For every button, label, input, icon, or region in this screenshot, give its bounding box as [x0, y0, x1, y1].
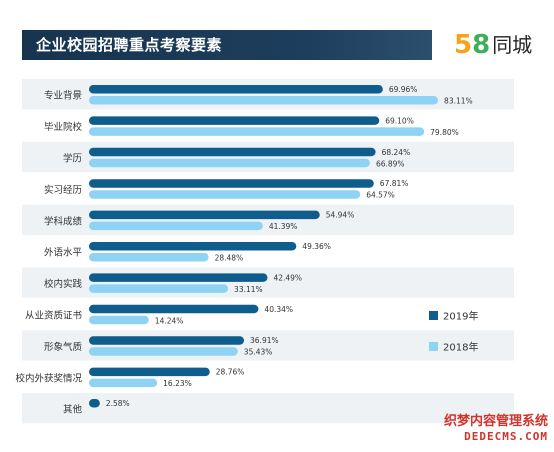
data-label-2018: 33.11% [234, 285, 263, 294]
bar-2019 [89, 367, 210, 377]
category-label: 其他 [63, 404, 83, 416]
chart-header: 企业校园招聘重点考察要素 58 同城 [0, 0, 554, 72]
logo-digit-8: 8 [472, 30, 491, 60]
data-label-2019: 2.58% [106, 399, 130, 408]
data-label-2018: 14.24% [155, 316, 184, 325]
row-band [22, 267, 514, 298]
data-label-2018: 66.89% [376, 159, 405, 168]
bar-2019 [89, 210, 320, 220]
bar-2018 [89, 190, 361, 199]
legend-swatch-2019 [429, 311, 438, 320]
data-label-2019: 28.76% [216, 368, 245, 377]
legend-label-2018: 2018年 [443, 341, 478, 354]
bar-2019 [89, 242, 297, 251]
brand-logo: 58 同城 [454, 30, 532, 60]
data-label-2018: 16.23% [163, 379, 192, 388]
logo-digit-5: 5 [454, 30, 473, 60]
legend-swatch-2018 [429, 342, 438, 351]
data-label-2019: 49.36% [302, 242, 331, 251]
bar-2019 [89, 336, 245, 345]
logo-number: 58 [454, 30, 490, 60]
category-label: 校内外获奖情况 [15, 372, 82, 384]
bar-2019 [89, 116, 380, 125]
category-label: 实习经历 [44, 184, 82, 196]
legend-label-2019: 2019年 [443, 310, 478, 323]
bar-2018 [89, 221, 263, 231]
row-band [22, 79, 514, 110]
category-label: 专业背景 [44, 90, 82, 102]
chart-title: 企业校园招聘重点考察要素 [36, 36, 223, 54]
bar-2018 [89, 253, 209, 262]
data-label-2019: 42.49% [273, 273, 302, 282]
bar-2018 [89, 347, 238, 356]
data-label-2018: 79.80% [430, 128, 459, 137]
watermark-text-cn: 织梦内容管理系统 [443, 414, 548, 429]
bar-2018 [89, 378, 158, 388]
category-label: 毕业院校 [44, 121, 83, 133]
data-label-2019: 68.24% [382, 148, 411, 157]
bar-2019 [89, 179, 374, 188]
bar-2018 [89, 127, 425, 136]
data-label-2019: 69.96% [389, 85, 418, 94]
bar-2019 [89, 85, 383, 94]
data-label-2019: 54.94% [326, 211, 355, 220]
watermark-text-en: DEDECMS.COM [464, 430, 548, 443]
row-band [22, 141, 514, 173]
data-label-2019: 69.10% [385, 116, 414, 125]
category-label: 外语水平 [44, 247, 83, 259]
bar-2018 [89, 284, 229, 293]
bar-2018 [89, 158, 370, 168]
data-label-2019: 36.91% [250, 336, 279, 345]
category-label: 学历 [63, 153, 82, 165]
data-label-2019: 40.34% [264, 305, 293, 314]
category-label: 学科成绩 [44, 215, 83, 227]
logo-text: 同城 [492, 33, 533, 57]
bar-2018 [89, 96, 439, 105]
data-label-2018: 64.57% [366, 191, 395, 200]
data-label-2018: 28.48% [215, 254, 244, 263]
data-label-2018: 41.39% [269, 222, 298, 231]
bar-2018 [89, 315, 149, 325]
watermark: 织梦内容管理系统 DEDECMS.COM [444, 414, 548, 444]
data-label-2019: 67.81% [380, 179, 409, 188]
category-label: 校内实践 [44, 278, 83, 290]
bar-2019 [89, 273, 268, 282]
data-label-2018: 83.11% [444, 97, 473, 106]
bar-2019 [89, 147, 376, 157]
title-bar [22, 30, 432, 60]
category-label: 从业资质证书 [25, 310, 83, 322]
bar-2019 [89, 399, 100, 408]
bar-2019 [89, 304, 259, 314]
row-band [22, 393, 514, 424]
category-label: 形象气质 [44, 341, 83, 353]
data-label-2018: 35.43% [244, 348, 273, 357]
